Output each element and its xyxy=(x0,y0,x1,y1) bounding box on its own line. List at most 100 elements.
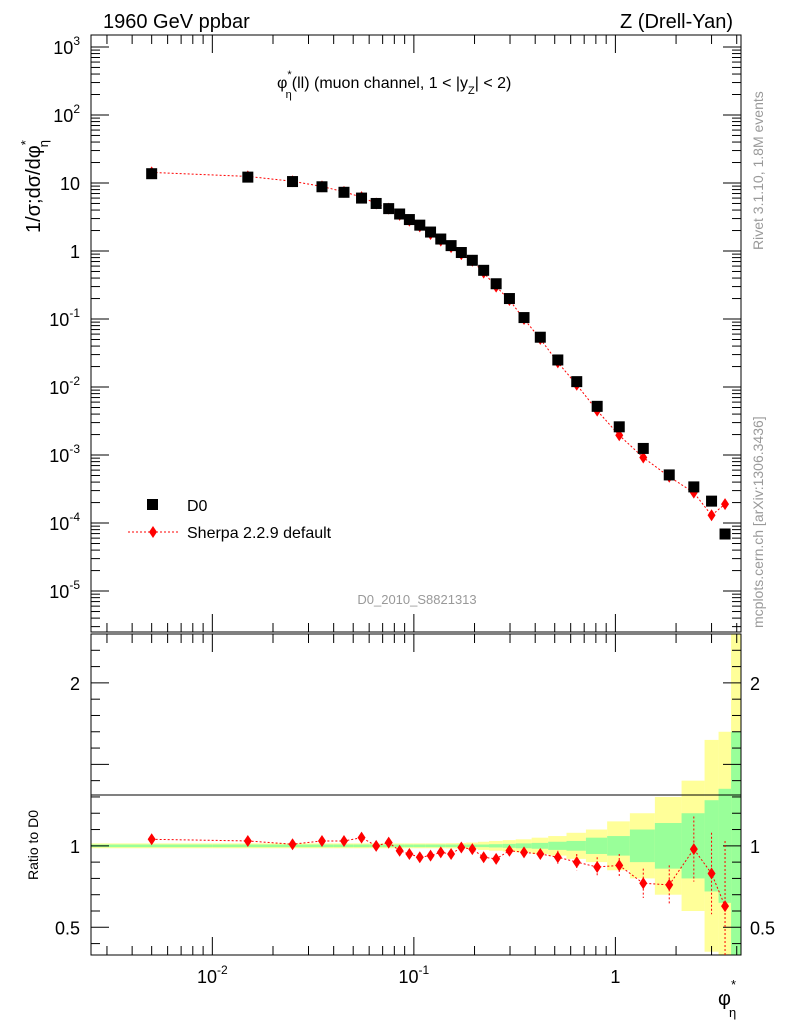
ratio-point-mc xyxy=(536,847,545,860)
ratio-point-mc xyxy=(457,841,466,854)
ratio-point-mc xyxy=(505,844,514,857)
y-tick-label: 1 xyxy=(70,242,80,262)
plot-title: φ* η(ll) (muon channel, 1 < |yZ| < 2) xyxy=(277,69,511,101)
ratio-point-mc xyxy=(520,846,529,859)
data-point-d0 xyxy=(455,247,467,259)
data-point-d0 xyxy=(637,442,649,454)
main-plot-frame xyxy=(90,34,742,633)
ratio-point-mc xyxy=(395,844,404,857)
ratio-point-mc xyxy=(572,856,581,869)
data-point-d0 xyxy=(688,481,700,493)
ratio-band-inner-bin xyxy=(607,836,630,856)
ratio-point-mc xyxy=(339,834,348,847)
legend: D0 Sherpa 2.2.9 default xyxy=(128,498,332,542)
ratio-point-mc xyxy=(426,849,435,862)
ratio-point-mc xyxy=(317,834,326,847)
ratio-point-mc xyxy=(665,878,674,891)
data-point-d0 xyxy=(571,376,583,388)
data-point-d0 xyxy=(287,176,299,188)
data-point-d0 xyxy=(478,264,490,276)
legend-data-label: D0 xyxy=(187,498,208,515)
ratio-band-inner-bin xyxy=(654,823,682,869)
ratio-y-tick-label: 1 xyxy=(70,837,80,857)
ratio-point-mc xyxy=(243,834,252,847)
data-point-d0 xyxy=(403,214,415,226)
data-point-mc xyxy=(721,498,730,511)
ratio-band-inner-bin xyxy=(566,840,586,851)
header-right: Z (Drell-Yan) xyxy=(620,11,733,33)
ratio-y-axis-label: Ratio to D0 xyxy=(25,810,41,880)
data-point-d0 xyxy=(719,528,731,540)
data-point-d0 xyxy=(146,168,158,180)
data-point-d0 xyxy=(552,354,564,366)
ratio-band-inner-bin xyxy=(353,844,370,848)
ratio-point-mc xyxy=(721,900,730,913)
ratio-point-mc xyxy=(436,846,445,859)
ratio-band-inner-bin xyxy=(515,843,532,849)
data-point-d0 xyxy=(518,312,530,324)
main-mc-line xyxy=(151,171,726,517)
ratio-mc-line xyxy=(151,837,726,907)
data-point-d0 xyxy=(663,469,675,481)
data-point-d0 xyxy=(414,219,426,231)
ratio-point-mc xyxy=(593,861,602,874)
ratio-band-inner-bin xyxy=(413,844,426,848)
data-point-d0 xyxy=(242,171,254,183)
y-tick-label: 10-2 xyxy=(49,374,80,398)
ratio-band-inner-bin xyxy=(629,829,655,863)
ratio-band-inner-bin xyxy=(445,844,457,848)
data-point-d0 xyxy=(503,293,515,305)
ratio-band-inner-bin xyxy=(91,844,213,848)
ratio-band-inner-bin xyxy=(731,731,741,955)
ratio-point-mc xyxy=(492,852,501,865)
y-tick-label: 102 xyxy=(53,102,80,126)
ratio-point-mc xyxy=(415,851,424,864)
data-point-d0 xyxy=(706,495,718,507)
data-point-d0 xyxy=(383,203,395,215)
x-tick-label: 10-1 xyxy=(399,963,430,987)
data-point-mc xyxy=(707,509,716,522)
legend-mc-marker xyxy=(149,526,157,538)
ratio-point-mc xyxy=(405,847,414,860)
x-axis-label: φ* η xyxy=(718,977,736,1020)
ratio-point-mc xyxy=(384,836,393,849)
y-tick-label: 103 xyxy=(53,34,80,58)
ratio-y-tick-label-right: 1 xyxy=(750,837,760,857)
data-point-d0 xyxy=(591,400,603,412)
y-tick-label: 10-3 xyxy=(49,442,80,466)
x-tick-label: 1 xyxy=(610,967,620,987)
legend-mc-label: Sherpa 2.2.9 default xyxy=(187,525,332,542)
side-label-rivet: Rivet 3.1.10, 1.8M events xyxy=(750,91,766,250)
ratio-point-mc xyxy=(639,877,648,890)
ratio-point-mc xyxy=(707,867,716,880)
ratio-band-inner-bin xyxy=(477,844,490,848)
data-point-d0 xyxy=(316,181,328,193)
ratio-band-inner-bin xyxy=(548,841,567,850)
ratio-point-mc xyxy=(615,859,624,872)
data-point-d0 xyxy=(534,331,546,343)
ratio-point-mc xyxy=(288,838,297,851)
ratio-point-mc xyxy=(479,851,488,864)
ratio-y-tick-label: 2 xyxy=(70,674,80,694)
ratio-band-inner-bin xyxy=(308,844,334,848)
ratio-y-tick-label-right: 2 xyxy=(750,674,760,694)
ratio-point-mc xyxy=(372,839,381,852)
data-point-d0 xyxy=(370,197,382,209)
y-tick-label: 10 xyxy=(60,174,80,194)
analysis-id: D0_2010_S8821313 xyxy=(357,592,476,607)
y-tick-label: 10-5 xyxy=(49,578,80,602)
ratio-band-inner-bin xyxy=(212,844,274,848)
ratio-point-mc xyxy=(357,831,366,844)
y-tick-label: 10-4 xyxy=(49,510,80,534)
ratio-point-mc xyxy=(553,851,562,864)
ratio-point-mc xyxy=(447,847,456,860)
data-point-d0 xyxy=(445,240,457,252)
ratio-point-mc xyxy=(468,843,477,856)
main-data-series xyxy=(146,168,731,540)
data-point-d0 xyxy=(466,254,478,266)
main-mc-series xyxy=(147,166,730,522)
side-label-mcplots: mcplots.cern.ch [arXiv:1306.3436] xyxy=(750,416,766,628)
data-point-d0 xyxy=(490,278,502,290)
header-left: 1960 GeV ppbar xyxy=(103,11,250,33)
